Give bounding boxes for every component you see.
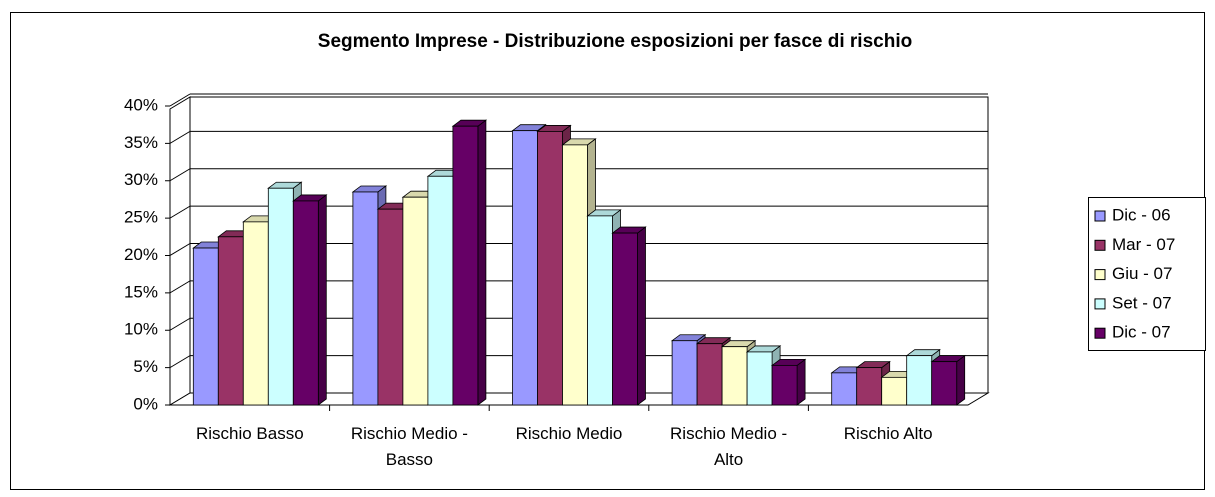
grid-line (169, 280, 191, 294)
bar (402, 196, 429, 406)
grid-line (169, 130, 191, 144)
bar (831, 372, 858, 406)
x-tick-label: Rischio Alto (843, 424, 933, 443)
legend-label: Giu - 07 (1112, 264, 1172, 283)
bar (881, 376, 908, 406)
bar (192, 247, 219, 406)
bar-side (477, 119, 487, 406)
bar (612, 232, 638, 406)
legend-label: Dic - 07 (1112, 323, 1171, 342)
legend-label: Mar - 07 (1112, 235, 1175, 254)
bar (587, 215, 613, 406)
bar (562, 144, 588, 406)
y-tick-label: 30% (124, 170, 158, 189)
x-tick-label: Rischio Medio (515, 424, 623, 443)
grid-line (169, 93, 191, 107)
y-tick-label: 5% (133, 357, 158, 376)
bar (292, 200, 319, 406)
x-tick-label: Rischio Basso (195, 424, 304, 443)
y-tick-label: 25% (124, 208, 158, 227)
bar (377, 208, 404, 406)
bar (671, 340, 698, 406)
y-tick-label: 0% (133, 394, 158, 413)
grid-line (169, 317, 191, 331)
bar (352, 191, 379, 406)
bar-side (956, 354, 966, 406)
legend-swatch (1094, 327, 1106, 339)
legend-label: Set - 07 (1112, 293, 1172, 312)
bar (512, 130, 538, 406)
x-tick-label: Rischio Medio - Alto (670, 424, 788, 469)
bar (537, 131, 563, 406)
grid-line (169, 168, 191, 182)
bar-side (796, 358, 806, 406)
y-tick-label: 40% (124, 95, 158, 114)
legend (1088, 197, 1206, 351)
grid-line (169, 243, 191, 256)
side-wall (169, 96, 191, 406)
y-tick-label: 20% (124, 245, 158, 264)
legend-swatch (1094, 210, 1106, 222)
y-tick-label: 35% (124, 133, 158, 152)
legend-swatch (1094, 269, 1106, 281)
bar (771, 364, 798, 406)
grid-line (169, 205, 191, 219)
grid-line (169, 355, 191, 369)
bar (217, 236, 244, 406)
bar (856, 367, 883, 406)
chart-title: Segmento Imprese - Distribuzione esposiz… (318, 31, 912, 52)
bar (696, 343, 723, 406)
bar (242, 221, 269, 406)
bar (721, 346, 748, 406)
x-tick-label: Rischio Medio - Basso (350, 424, 468, 469)
legend-swatch (1094, 239, 1106, 251)
legend-label: Dic - 06 (1112, 205, 1171, 224)
bar (267, 187, 294, 406)
bar (906, 355, 933, 406)
bar (427, 175, 454, 406)
bar (931, 361, 958, 406)
bar-side (317, 194, 327, 406)
bar (746, 351, 773, 406)
y-tick-label: 15% (124, 282, 158, 301)
legend-swatch (1094, 298, 1106, 310)
bar (452, 125, 479, 406)
y-tick-label: 10% (124, 320, 158, 339)
bar-side (637, 226, 646, 406)
